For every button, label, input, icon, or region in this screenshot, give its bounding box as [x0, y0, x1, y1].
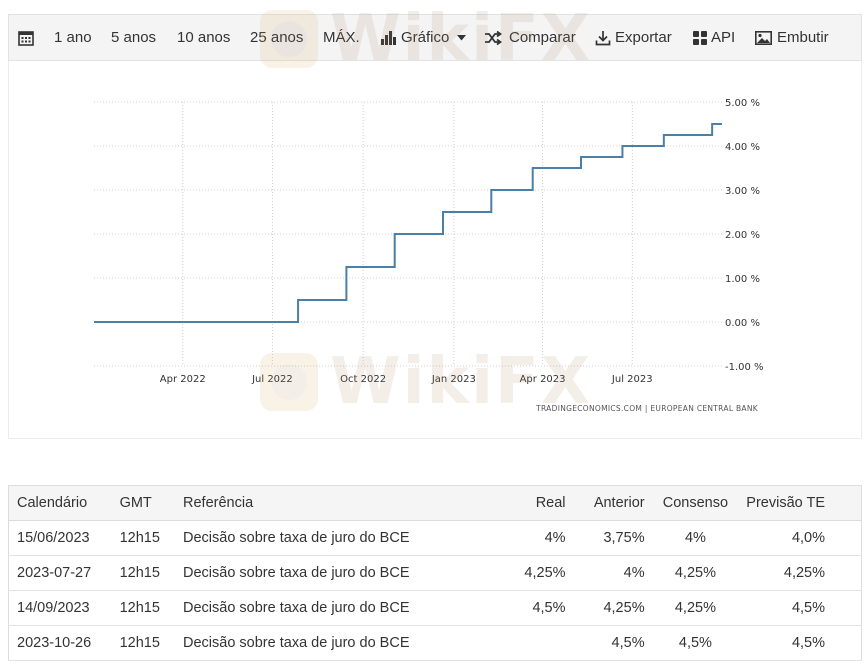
api-label: API	[711, 29, 736, 46]
range-10-years[interactable]: 10 anos	[177, 29, 231, 46]
cell-consensus: 4,25%	[652, 555, 739, 591]
compare-label: Comparar	[509, 29, 576, 46]
x-tick-label: Jan 2023	[431, 374, 476, 385]
export-button[interactable]: Exportar	[595, 15, 672, 60]
table-row: 2023-07-27 12h15 Decisão sobre taxa de j…	[7, 555, 863, 591]
header-real: Real	[498, 485, 574, 521]
table-row: 15/06/2023 12h15 Decisão sobre taxa de j…	[7, 520, 863, 556]
shuffle-icon	[485, 30, 502, 45]
x-tick-label: Oct 2022	[340, 374, 386, 385]
x-tick-label: Jul 2022	[251, 374, 293, 385]
chart-type-label: Gráfico	[401, 29, 450, 46]
cell-gmt: 12h15	[111, 625, 176, 661]
y-tick-label: 3.00 %	[725, 186, 760, 197]
cell-date: 2023-07-27	[7, 555, 112, 591]
cell-previous: 3,75%	[573, 520, 653, 556]
api-button[interactable]: API	[693, 15, 735, 60]
cell-forecast: 4,5%	[738, 590, 863, 626]
cell-previous: 4%	[573, 555, 653, 591]
cell-gmt: 12h15	[111, 520, 176, 556]
image-icon	[755, 30, 772, 45]
cell-reference[interactable]: Decisão sobre taxa de juro do BCE	[175, 625, 499, 661]
cell-forecast: 4,5%	[738, 625, 863, 661]
chart-source: TRADINGECONOMICS.COM | EUROPEAN CENTRAL …	[535, 404, 759, 413]
y-tick-label: 1.00 %	[725, 274, 760, 285]
y-tick-label: 4.00 %	[725, 142, 760, 153]
calendar-icon[interactable]	[18, 15, 34, 60]
cell-consensus: 4%	[652, 520, 739, 556]
cell-gmt: 12h15	[111, 555, 176, 591]
embed-button[interactable]: Embutir	[755, 15, 829, 60]
table-row: 14/09/2023 12h15 Decisão sobre taxa de j…	[7, 590, 863, 626]
cell-consensus: 4,25%	[652, 590, 739, 626]
header-previous: Anterior	[573, 485, 653, 521]
cell-forecast: 4,0%	[738, 520, 863, 556]
x-tick-label: Apr 2023	[520, 374, 566, 385]
range-1-year[interactable]: 1 ano	[54, 29, 92, 46]
cell-real	[498, 625, 574, 661]
cell-real: 4%	[498, 520, 574, 556]
cell-previous: 4,5%	[573, 625, 653, 661]
cell-reference[interactable]: Decisão sobre taxa de juro do BCE	[175, 590, 499, 626]
header-forecast: Previsão TE	[738, 485, 863, 521]
cell-forecast: 4,25%	[738, 555, 863, 591]
x-tick-label: Apr 2022	[160, 374, 206, 385]
table-header-row: Calendário GMT Referência Real Anterior …	[7, 485, 863, 521]
chart-toolbar: 1 ano 5 anos 10 anos 25 anos MÁX. Gráfic…	[8, 14, 862, 61]
y-tick-label: 5.00 %	[725, 98, 760, 109]
cell-consensus: 4,5%	[652, 625, 739, 661]
caret-down-icon	[457, 34, 467, 41]
cell-real: 4,25%	[498, 555, 574, 591]
table-row: 2023-10-26 12h15 Decisão sobre taxa de j…	[7, 625, 863, 661]
y-tick-label: 2.00 %	[725, 230, 760, 241]
interest-rate-chart: 5.00 % 4.00 % 3.00 % 2.00 % 1.00 % 0.00 % -1.0…	[93, 98, 764, 413]
cell-date: 15/06/2023	[7, 520, 112, 556]
compare-button[interactable]: Comparar	[485, 15, 576, 60]
api-grid-icon	[693, 30, 707, 45]
download-icon	[595, 30, 611, 46]
export-label: Exportar	[615, 29, 672, 46]
cell-date: 2023-10-26	[7, 625, 112, 661]
cell-previous: 4,25%	[573, 590, 653, 626]
bar-chart-icon	[381, 30, 396, 45]
chart-panel: 5.00 % 4.00 % 3.00 % 2.00 % 1.00 % 0.00 % -1.0…	[8, 61, 862, 439]
range-max[interactable]: MÁX.	[323, 29, 360, 46]
range-5-years[interactable]: 5 anos	[111, 29, 157, 46]
header-gmt: GMT	[111, 485, 176, 521]
y-tick-label: -1.00 %	[725, 362, 764, 373]
rate-series-line	[94, 123, 722, 323]
range-25-years[interactable]: 25 anos	[250, 29, 304, 46]
calendar-table: Calendário GMT Referência Real Anterior …	[7, 485, 863, 661]
cell-reference[interactable]: Decisão sobre taxa de juro do BCE	[175, 555, 499, 591]
embed-label: Embutir	[777, 29, 829, 46]
cell-gmt: 12h15	[111, 590, 176, 626]
cell-date: 14/09/2023	[7, 590, 112, 626]
x-tick-label: Jul 2023	[611, 374, 653, 385]
cell-real: 4,5%	[498, 590, 574, 626]
header-reference: Referência	[175, 485, 499, 521]
header-consensus: Consenso	[652, 485, 739, 521]
y-tick-label: 0.00 %	[725, 318, 760, 329]
chart-type-button[interactable]: Gráfico	[381, 15, 467, 60]
header-calendar: Calendário	[7, 485, 112, 521]
cell-reference[interactable]: Decisão sobre taxa de juro do BCE	[175, 520, 499, 556]
